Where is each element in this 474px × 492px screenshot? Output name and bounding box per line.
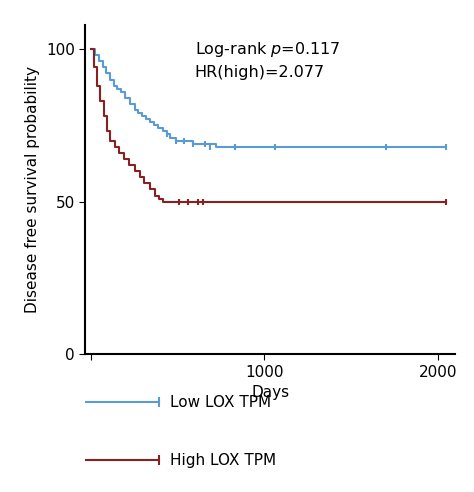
- Text: Low LOX TPM: Low LOX TPM: [170, 395, 272, 410]
- X-axis label: Days: Days: [251, 385, 289, 400]
- Text: Log-rank $p$=0.117
HR(high)=2.077: Log-rank $p$=0.117 HR(high)=2.077: [195, 40, 340, 80]
- Y-axis label: Disease free survival probability: Disease free survival probability: [26, 66, 40, 313]
- Text: High LOX TPM: High LOX TPM: [170, 453, 276, 467]
